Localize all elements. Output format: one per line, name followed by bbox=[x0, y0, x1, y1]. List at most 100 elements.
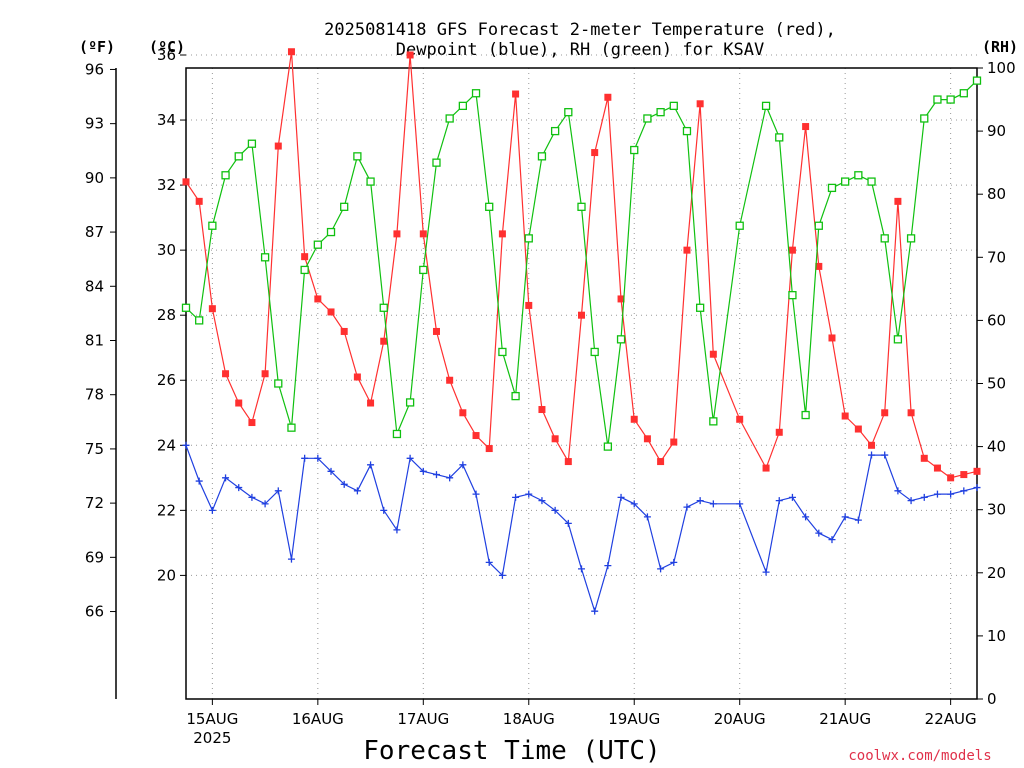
data-point bbox=[353, 373, 361, 381]
unit-label-celsius: (ºC) bbox=[149, 38, 185, 56]
tick-label-celsius: 24 bbox=[157, 436, 176, 454]
tick-label-fahrenheit: 66 bbox=[85, 603, 104, 621]
data-point bbox=[815, 529, 823, 537]
data-point bbox=[379, 303, 388, 312]
data-point bbox=[498, 230, 506, 238]
data-point bbox=[709, 417, 718, 426]
tick-label-fahrenheit: 75 bbox=[85, 440, 104, 458]
data-point bbox=[656, 108, 665, 117]
data-point bbox=[881, 409, 889, 417]
data-point bbox=[208, 506, 216, 514]
data-point bbox=[287, 423, 296, 432]
data-point bbox=[222, 474, 230, 482]
tick-label-rh: 0 bbox=[987, 690, 997, 708]
data-point bbox=[221, 171, 230, 180]
data-point bbox=[247, 139, 257, 148]
data-point bbox=[274, 487, 282, 495]
data-point bbox=[815, 262, 823, 270]
data-point bbox=[340, 202, 349, 211]
data-point bbox=[366, 177, 375, 186]
data-point bbox=[907, 409, 915, 417]
data-point bbox=[261, 370, 269, 378]
data-point bbox=[933, 464, 941, 472]
data-point bbox=[485, 558, 493, 566]
series-line bbox=[185, 51, 978, 479]
data-point bbox=[696, 497, 704, 505]
data-point bbox=[604, 562, 612, 570]
data-point bbox=[195, 197, 203, 205]
tick-label-x: 21AUG bbox=[819, 710, 871, 728]
data-point bbox=[841, 513, 849, 521]
data-point bbox=[446, 474, 454, 482]
data-point bbox=[617, 493, 625, 501]
data-point bbox=[946, 95, 955, 104]
data-point bbox=[367, 461, 375, 469]
tick-label-fahrenheit: 78 bbox=[85, 386, 104, 404]
data-point bbox=[933, 95, 942, 104]
data-point bbox=[234, 152, 243, 161]
data-point bbox=[248, 419, 256, 427]
data-point bbox=[419, 230, 427, 238]
data-point bbox=[736, 500, 744, 508]
tick-label-celsius: 36 bbox=[157, 46, 176, 64]
data-point bbox=[260, 253, 270, 262]
data-point bbox=[181, 303, 191, 312]
data-point bbox=[868, 451, 876, 459]
data-point bbox=[972, 76, 982, 85]
data-point bbox=[894, 487, 902, 495]
data-point bbox=[591, 149, 599, 157]
data-point bbox=[643, 513, 651, 521]
data-point bbox=[471, 89, 481, 98]
data-point bbox=[907, 497, 915, 505]
data-point bbox=[775, 133, 784, 142]
data-point bbox=[419, 467, 427, 475]
data-point bbox=[616, 335, 626, 344]
data-point bbox=[867, 177, 876, 186]
data-point bbox=[802, 513, 810, 521]
tick-label-year: 2025 bbox=[193, 729, 231, 747]
data-point bbox=[960, 487, 968, 495]
data-point bbox=[577, 202, 586, 211]
tick-label-fahrenheit: 93 bbox=[85, 115, 104, 133]
data-point bbox=[643, 435, 651, 443]
data-point bbox=[578, 565, 585, 573]
data-point bbox=[458, 101, 468, 111]
data-point bbox=[432, 327, 440, 335]
tick-label-fahrenheit: 87 bbox=[85, 223, 104, 241]
data-point bbox=[512, 90, 520, 98]
series-line bbox=[185, 80, 978, 447]
data-point bbox=[920, 454, 928, 462]
data-point bbox=[313, 240, 322, 249]
data-point bbox=[827, 183, 837, 193]
series-group bbox=[181, 48, 982, 615]
tick-label-x: 15AUG bbox=[186, 710, 238, 728]
data-point bbox=[525, 301, 533, 309]
data-point bbox=[314, 454, 322, 462]
data-point bbox=[670, 438, 678, 446]
unit-label-rh: (RH) bbox=[982, 38, 1018, 56]
data-point bbox=[881, 451, 889, 459]
data-point bbox=[657, 565, 665, 573]
data-point bbox=[445, 114, 454, 123]
data-point bbox=[762, 464, 770, 472]
tick-label-celsius: 26 bbox=[157, 371, 176, 389]
data-point bbox=[380, 506, 388, 514]
tick-label-fahrenheit: 69 bbox=[85, 548, 104, 566]
tick-label-x: 18AUG bbox=[503, 710, 555, 728]
data-point bbox=[432, 158, 441, 167]
data-point bbox=[538, 497, 546, 505]
data-point bbox=[788, 493, 796, 501]
data-point bbox=[906, 234, 916, 243]
tick-label-fahrenheit: 96 bbox=[85, 60, 104, 78]
data-point bbox=[682, 126, 692, 136]
data-point bbox=[788, 246, 796, 254]
data-point bbox=[801, 410, 810, 420]
data-point bbox=[947, 474, 955, 482]
data-point bbox=[274, 379, 283, 388]
data-point bbox=[591, 607, 599, 615]
data-point bbox=[933, 490, 941, 498]
data-point bbox=[630, 145, 639, 155]
data-point bbox=[775, 497, 783, 505]
data-point bbox=[511, 391, 520, 401]
data-point bbox=[854, 171, 863, 180]
